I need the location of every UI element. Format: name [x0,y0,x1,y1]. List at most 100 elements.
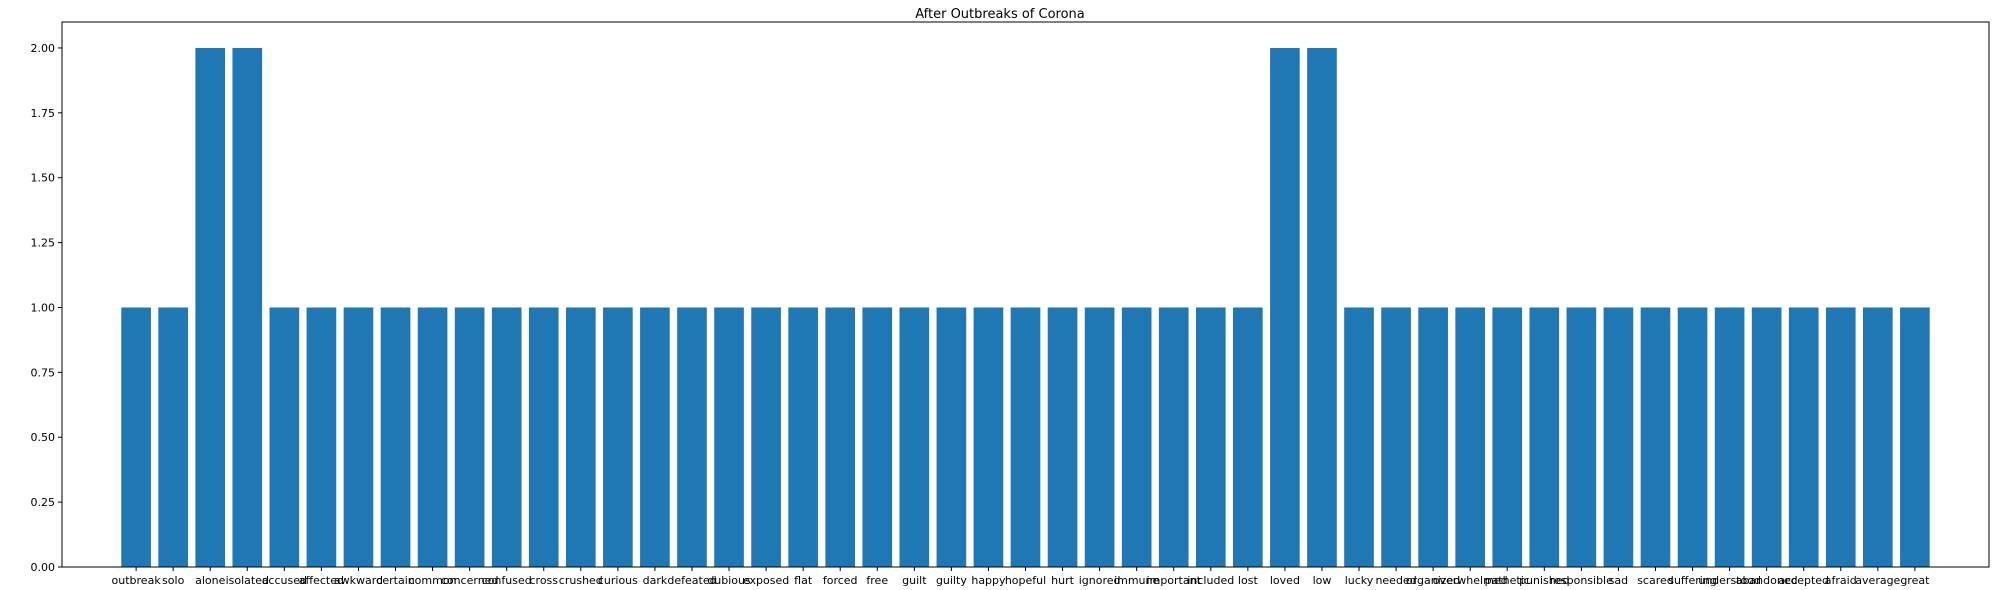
bar-guilt [899,307,930,567]
x-tick-label: exposed [743,574,789,587]
bar-cross [528,307,559,567]
x-tick-label: isolated [226,574,269,587]
bar-exposed [751,307,781,567]
bar-needed [1381,307,1411,567]
bar-important [1158,307,1189,567]
x-tick-label: guilty [936,574,967,587]
y-tick-label: 2.00 [31,42,56,55]
y-tick-label: 1.50 [31,172,56,185]
bar-hopeful [1010,307,1041,567]
bar-awkward [343,307,374,567]
bar-lost [1233,307,1263,567]
bar-organized [1418,307,1448,567]
y-tick-label: 0.25 [31,496,56,509]
bar-pathetic [1492,307,1523,567]
x-tick-label: happy [971,574,1006,587]
bar-confused [491,307,522,567]
x-tick-label: crushed [559,574,603,587]
x-tick-label: suffering [1668,574,1717,587]
bar-low [1307,47,1337,567]
y-tick-label: 0.75 [31,366,56,379]
x-tick-label: concerned [441,574,499,587]
bar-free [862,307,893,567]
bar-happy [973,307,1004,567]
x-tick-label: confused [482,574,532,587]
plot-frame [61,21,1990,568]
x-tick-label: free [866,574,888,587]
bar-lucky [1344,307,1374,567]
x-tick-label: hurt [1051,574,1074,587]
bar-average [1863,307,1893,567]
x-tick-label: forced [823,574,858,587]
bar-affected [306,307,337,567]
bar-outbreak [121,307,151,567]
chart-title: After Outbreaks of Corona [915,7,1085,22]
bar-ignored [1084,307,1115,567]
bar-common [417,307,448,567]
x-tick-label: low [1313,574,1332,587]
x-tick-label: dark [643,574,668,587]
x-tick-label: defeated [667,574,716,587]
bar-forced [825,307,856,567]
x-tick-label: afraid [1825,574,1857,587]
bars [121,47,1930,567]
bar-immune [1121,307,1152,567]
y-axis: 0.00 0.25 0.50 0.75 1.00 1.25 1.50 1.75 2.00 [31,42,62,574]
x-tick-label: scared [1637,574,1674,587]
bar-alone [195,47,226,567]
bar-curious [603,307,633,567]
x-axis: outbreak solo alone isolatedaccusedaffected… [112,567,1930,587]
x-tick-label: overwhelmed [1433,574,1508,587]
x-tick-label: flat [794,574,813,587]
x-tick-label: certain [376,574,414,587]
bar-certain [380,307,411,567]
y-tick-label: 0.50 [31,431,56,444]
bar-dubious [714,307,744,567]
bar-flat [788,307,818,567]
bar-scared [1640,307,1671,567]
y-tick-label: 1.00 [31,301,56,314]
x-tick-label: outbreak [112,574,162,587]
x-tick-label: understood [1698,574,1761,587]
bar-concerned [454,307,485,567]
bar-crushed [565,307,596,567]
x-tick-label: dubious [707,574,751,587]
x-tick-label: great [1900,574,1930,587]
x-tick-label: punished [1519,574,1569,587]
x-tick-label: awkward [334,574,383,587]
x-tick-label: affected [299,574,344,587]
y-tick-label: 0.00 [31,561,56,574]
x-tick-label: loved [1270,574,1300,587]
x-tick-label: needed [1375,574,1416,587]
x-tick-label: important [1147,574,1202,587]
y-tick-label: 1.75 [31,107,56,120]
y-tick-label: 1.25 [31,237,56,250]
x-tick-label: lost [1238,574,1259,587]
x-tick-label: average [1855,574,1900,587]
bar-solo [158,307,188,567]
bar-sad [1603,307,1634,567]
bar-great [1900,307,1930,567]
x-tick-label: accused [262,574,307,587]
x-tick-label: immune [1114,574,1159,587]
bar-understood [1714,307,1745,567]
bar-guilty [936,307,967,567]
bar-responsible [1566,307,1597,567]
bar-hurt [1047,307,1078,567]
x-tick-label: hopeful [1005,574,1046,587]
x-tick-label: lucky [1345,574,1374,587]
bar-isolated [232,47,263,567]
bar-included [1195,307,1226,567]
x-tick-label: accepted [1778,574,1829,587]
x-tick-label: curious [598,574,638,587]
x-tick-label: included [1187,574,1234,587]
bar-accepted [1788,307,1819,567]
x-tick-label: guilt [902,574,927,587]
x-tick-label: cross [529,574,558,587]
bar-abandoned [1751,307,1782,567]
bar-suffering [1677,307,1708,567]
x-tick-label: alone [195,574,225,587]
bar-punished [1529,307,1560,567]
x-tick-label: ignored [1079,574,1121,587]
x-tick-label: solo [162,574,185,587]
